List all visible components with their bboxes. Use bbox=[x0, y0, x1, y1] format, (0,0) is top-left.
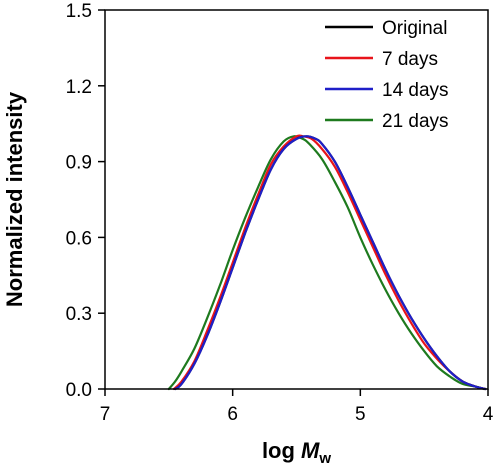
x-axis-title-variable: M bbox=[301, 438, 320, 463]
y-tick-label: 0.6 bbox=[66, 228, 92, 249]
x-tick-label: 6 bbox=[227, 404, 238, 425]
x-axis-title-subscript: w bbox=[318, 450, 331, 467]
x-axis-title: log Mw bbox=[262, 438, 331, 467]
y-axis-title: Normalized intensity bbox=[2, 91, 27, 307]
x-axis-title-prefix: log bbox=[262, 438, 301, 463]
series-line-2 bbox=[172, 134, 487, 391]
legend-label-4: 21 days bbox=[382, 111, 449, 132]
legend-label-2: 7 days bbox=[382, 49, 438, 70]
x-tick-label: 5 bbox=[355, 404, 366, 425]
plot-frame bbox=[104, 9, 489, 390]
legend: Original 7 days 14 days 21 days bbox=[325, 18, 449, 132]
legend-label-1: Original bbox=[382, 18, 447, 39]
y-tick-label: 0.0 bbox=[66, 380, 92, 401]
y-tick-label: 0.3 bbox=[66, 304, 92, 325]
ticks-layer: 7 6 5 4 0.0 0.3 0.6 0.9 1.2 1.5 bbox=[66, 1, 494, 425]
series-line-4 bbox=[167, 135, 486, 391]
legend-label-3: 14 days bbox=[382, 80, 449, 101]
y-tick-label: 1.2 bbox=[66, 77, 92, 98]
x-tick-label: 7 bbox=[100, 404, 111, 425]
series-line-3 bbox=[174, 135, 487, 391]
y-tick-label: 1.5 bbox=[66, 1, 92, 22]
x-tick-label: 4 bbox=[483, 404, 494, 425]
series-layer bbox=[167, 134, 487, 391]
y-tick-label: 0.9 bbox=[66, 153, 92, 174]
